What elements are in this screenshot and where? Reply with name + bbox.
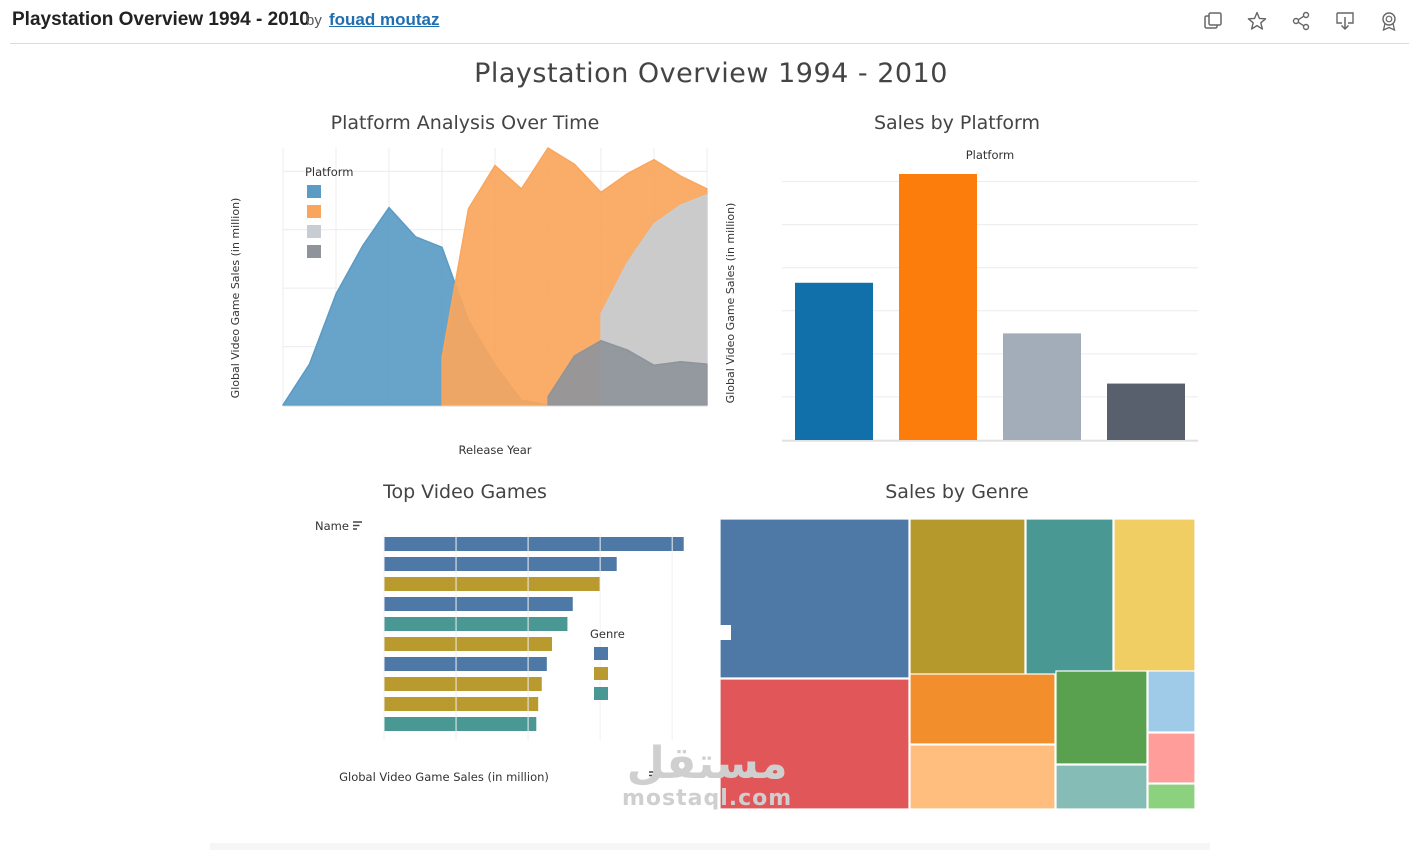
mostaql-watermark: مستقل mostaql.com — [622, 738, 793, 812]
treemap-cell-role-playing — [1113, 518, 1196, 679]
games-bar-chart[interactable]: Name Global Video Game Sales (in million… — [210, 510, 715, 795]
platform-bar-psp — [1107, 383, 1185, 440]
treemap-cell-misc — [909, 744, 1056, 810]
share-icon[interactable] — [1290, 10, 1312, 32]
treemap-title: Sales by Genre — [885, 481, 1029, 503]
watermark-latin: mostaql.com — [622, 786, 793, 811]
game-bar — [384, 637, 553, 651]
area-legend-swatch-psp — [307, 245, 321, 258]
bar-chart-title: Sales by Platform — [873, 112, 1041, 134]
treemap-cell-sports — [719, 678, 910, 810]
watermark-arabic: مستقل — [626, 738, 788, 789]
area-legend-swatch-ps — [307, 185, 321, 198]
treemap-cell-fighting — [909, 673, 1056, 745]
platform-header: Platform — [966, 148, 1015, 162]
genre-legend-swatch-shooter — [594, 687, 608, 700]
resize-handle[interactable] — [720, 625, 731, 640]
sort-icon[interactable] — [353, 521, 362, 530]
viz-header: Playstation Overview 1994 - 2010 by foua… — [0, 0, 1409, 44]
area-x-axis-label: Release Year — [459, 443, 532, 457]
area-y-axis-label: Global Video Game Sales (in million) — [229, 198, 242, 399]
treemap-cell-strategy — [1147, 732, 1196, 784]
by-label: by — [306, 12, 322, 29]
dashboard-title: Playstation Overview 1994 - 2010 — [474, 58, 948, 89]
game-bar — [384, 697, 539, 711]
area-series-line-ps2 — [441, 146, 708, 359]
treemap-cell-simulation — [1055, 764, 1148, 810]
game-bar — [384, 577, 600, 591]
platform-bar-ps3 — [1003, 333, 1081, 440]
header-divider — [10, 43, 1409, 44]
area-legend: Platform — [305, 165, 354, 258]
treemap-cell-puzzle — [1147, 783, 1196, 810]
game-bar — [384, 557, 617, 571]
treemap-cell-platform — [1055, 670, 1148, 765]
genre-legend-swatch-action — [594, 647, 608, 660]
author-link[interactable]: fouad moutaz — [329, 10, 440, 29]
platform-bar-ps2 — [899, 174, 977, 440]
genre-legend: Genre — [590, 627, 625, 700]
duplicate-icon[interactable] — [1202, 10, 1224, 32]
game-bar — [384, 537, 684, 551]
genre-legend-title: Genre — [590, 627, 625, 641]
favorite-star-icon[interactable] — [1246, 10, 1268, 32]
treemap-cell-racing — [909, 518, 1026, 679]
platform-bar-chart[interactable]: Platform Global Video Game Sales (in mil… — [720, 140, 1210, 470]
area-legend-swatch-ps3 — [307, 225, 321, 238]
game-bar — [384, 657, 547, 671]
sort-icon[interactable] — [649, 771, 658, 780]
games-x-axis-label: Global Video Game Sales (in million) — [339, 770, 549, 784]
workbook-title: Playstation Overview 1994 - 2010 — [12, 9, 310, 30]
area-series-line-psp — [547, 339, 708, 398]
area-legend-title: Platform — [305, 165, 354, 179]
area-legend-swatch-ps2 — [307, 205, 321, 218]
treemap-cell-shooter — [1025, 518, 1114, 679]
area-series-line-ps3 — [600, 194, 708, 315]
platform-y-axis-label: Global Video Game Sales (in million) — [724, 203, 737, 404]
game-bar — [384, 677, 542, 691]
games-chart-title: Top Video Games — [383, 481, 547, 503]
area-chart-title: Platform Analysis Over Time — [330, 112, 600, 134]
treemap-cell-adventure — [1147, 670, 1196, 733]
name-header: Name — [315, 519, 349, 533]
game-bar — [384, 597, 573, 611]
platform-bar-ps — [795, 282, 873, 440]
genre-legend-swatch-racing — [594, 667, 608, 680]
genre-treemap[interactable] — [718, 517, 1198, 811]
game-bar — [384, 717, 537, 731]
download-icon[interactable] — [1334, 10, 1356, 32]
area-chart[interactable]: Global Video Game Sales (in million) Rel… — [225, 140, 725, 465]
treemap-cell-action — [719, 518, 910, 679]
game-bar — [384, 617, 568, 631]
dashboard-bottom-edge — [210, 843, 1210, 850]
badge-icon[interactable] — [1378, 10, 1400, 32]
